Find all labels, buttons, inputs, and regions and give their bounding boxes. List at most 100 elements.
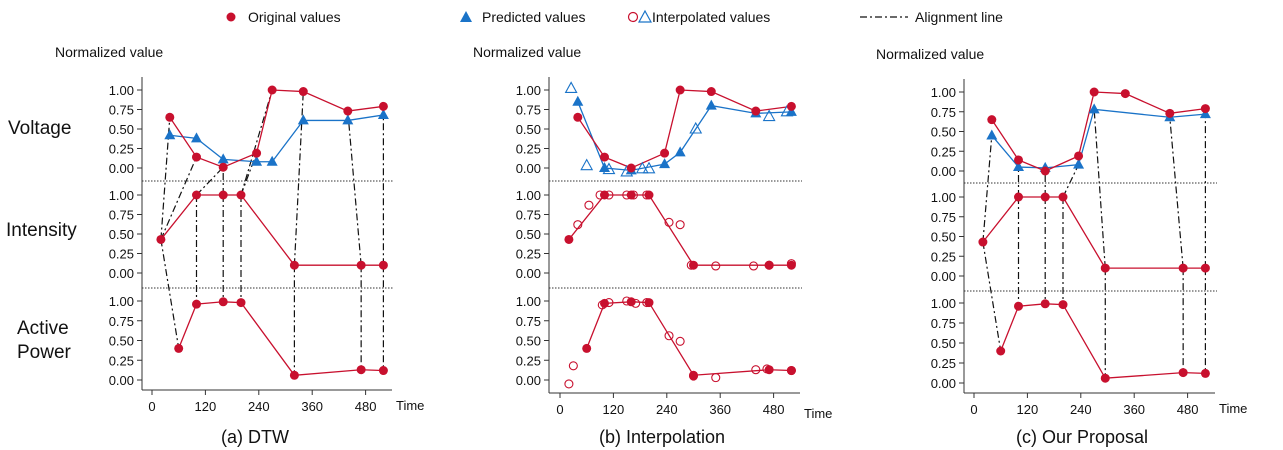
legend: Original values Predicted values Interpo… [226, 9, 1003, 25]
original-point [1014, 301, 1023, 311]
original-point [706, 87, 716, 97]
predicted-point [251, 155, 263, 166]
y-tick-label: 0.00 [931, 164, 956, 179]
y-axis-label: Normalized value [55, 44, 163, 60]
original-point [1040, 192, 1050, 202]
original-point [1040, 166, 1050, 176]
alignment-line [982, 135, 993, 243]
original-point [660, 148, 670, 158]
y-tick-label: 0.75 [109, 208, 134, 223]
y-tick-label: 0.75 [109, 314, 134, 329]
original-point [236, 298, 246, 308]
interpolated-circle-point [711, 261, 721, 271]
alignment-line [240, 89, 273, 196]
original-point [378, 366, 388, 376]
interpolated-circle-point [749, 261, 759, 271]
y-tick-label: 0.75 [931, 210, 956, 225]
predicted-point [599, 162, 610, 172]
predicted-point [217, 153, 229, 164]
predicted-point [164, 129, 176, 140]
y-tick-label: 0.25 [109, 353, 134, 368]
original-point [343, 106, 353, 116]
interpolated-triangle-point [689, 121, 703, 134]
x-tick-label: 360 [301, 399, 323, 414]
interpolated-circle-point [664, 217, 674, 227]
y-tick-label: 0.00 [109, 266, 134, 281]
original-point [573, 112, 583, 122]
legend-original-marker [226, 12, 236, 22]
y-tick-label: 0.00 [516, 161, 541, 176]
predicted-point [1088, 103, 1100, 114]
original-point [786, 260, 796, 270]
predicted-point [705, 99, 717, 110]
y-tick-label: 0.50 [931, 125, 956, 140]
original-point [156, 234, 166, 244]
original-point [1178, 368, 1188, 378]
original-point [1200, 263, 1210, 273]
original-point [600, 298, 609, 308]
original-point [1178, 263, 1188, 273]
y-tick-label: 0.25 [931, 356, 956, 371]
original-point [1089, 87, 1099, 97]
y-tick-label: 1.00 [109, 294, 134, 309]
predicted-point [659, 158, 671, 169]
original-point [236, 190, 246, 200]
original-point [1100, 373, 1110, 383]
predicted-point [1013, 161, 1024, 172]
original-point [689, 370, 698, 380]
y-tick-label: 0.50 [109, 122, 134, 137]
original-point [192, 299, 201, 309]
x-tick-label: 0 [970, 402, 977, 417]
y-tick-label: 0.75 [516, 314, 541, 329]
original-point [252, 148, 262, 158]
chart-panel-2: Normalized value 1.00 0.75 0.50 0.25 0.00 1.00… [473, 44, 832, 447]
original-point [764, 260, 774, 270]
y-tick-label: 1.00 [516, 294, 541, 309]
original-point [356, 365, 366, 375]
series-line-power-original [178, 301, 384, 376]
y-tick-label: 0.25 [516, 353, 541, 368]
chart-panel-1: Normalized value 1.00 0.75 0.50 0.25 0.00 1.00… [55, 44, 424, 447]
legend-interpolated-triangle-marker [637, 9, 653, 23]
predicted-point [342, 114, 354, 125]
row-label-intensity: Intensity [6, 220, 77, 241]
x-axis-label: Time [1219, 401, 1247, 416]
original-point [378, 101, 388, 111]
interpolated-circle-point [564, 379, 574, 389]
series-line-voltage-original [169, 89, 384, 168]
legend-interpolated-circle-marker [627, 11, 639, 23]
chart-title: (c) Our Proposal [1016, 427, 1148, 447]
interpolated-circle-point [584, 200, 594, 210]
y-tick-label: 0.50 [516, 334, 541, 349]
y-tick-label: 1.00 [931, 85, 956, 100]
interpolated-triangle-point [564, 81, 578, 93]
chart-title: (a) DTW [221, 427, 289, 447]
alignment-line [160, 239, 180, 349]
predicted-point [1199, 108, 1211, 119]
original-point [218, 297, 228, 307]
x-tick-label: 240 [248, 399, 270, 414]
y-tick-label: 0.25 [516, 247, 541, 262]
original-point [644, 298, 654, 308]
predicted-point [377, 108, 389, 119]
original-point [1100, 263, 1110, 273]
predicted-point [1073, 158, 1085, 169]
interpolated-triangle-point [642, 161, 656, 174]
original-point [1058, 192, 1068, 202]
y-tick-label: 1.00 [931, 190, 956, 205]
x-tick-label: 120 [1017, 402, 1039, 417]
x-tick-label: 360 [709, 402, 731, 417]
original-point [1200, 368, 1210, 378]
y-tick-label: 0.75 [931, 316, 956, 331]
predicted-point [674, 146, 686, 157]
alignment-line [1093, 109, 1106, 269]
predicted-point [191, 132, 202, 143]
interpolated-circle-point [664, 331, 674, 341]
original-point [378, 260, 388, 270]
original-point [996, 346, 1006, 356]
original-point [1014, 192, 1023, 202]
y-tick-label: 0.25 [931, 249, 956, 264]
original-point [289, 260, 299, 270]
series-line-voltage-original [991, 91, 1206, 172]
